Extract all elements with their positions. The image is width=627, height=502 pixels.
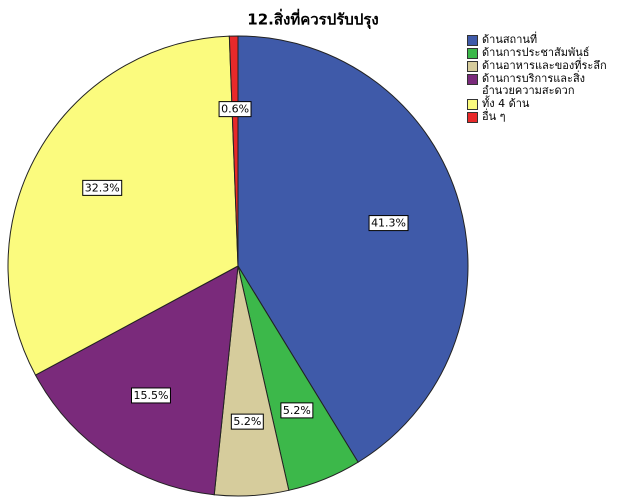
data-label: 32.3% [85,181,120,194]
legend-label: ด้านการประชาสัมพันธ์ [482,46,590,59]
legend-label: อื่น ๆ [482,110,506,123]
data-label-box [280,402,314,419]
pie-slice [237,35,469,463]
legend-item: ด้านการประชาสัมพันธ์ [467,47,617,59]
legend-label: ด้านอาหารและของที่ระลึก [482,59,607,72]
legend-swatch [467,61,478,72]
legend-label: ด้านสถานที่ [482,33,538,46]
legend-item: ด้านอาหารและของที่ระลึก [467,60,617,72]
pie-slice [34,265,239,496]
data-label-box [368,215,409,232]
legend-label: ด้านการบริการและสิ่งอำนวยความสะดวก [482,72,586,97]
data-label-box [82,179,123,196]
data-label: 0.6% [221,103,249,116]
legend-label: ทั้ง 4 ด้าน [482,97,530,110]
legend-item: ด้านสถานที่ [467,34,617,46]
legend: ด้านสถานที่ ด้านการประชาสัมพันธ์ ด้านอาหาร… [467,34,617,124]
data-label-box [131,387,171,404]
legend-swatch [467,74,478,85]
legend-item: อื่น ๆ [467,111,617,123]
pie-slice [7,35,239,376]
legend-item: ทั้ง 4 ด้าน [467,98,617,110]
legend-item: ด้านการบริการและสิ่งอำนวยความสะดวก [467,73,617,97]
chart-title: 12.สิ่งที่ควรปรับปรุง [247,9,378,30]
legend-swatch [467,99,478,110]
data-label: 15.5% [134,389,169,402]
data-label: 5.2% [233,415,261,428]
data-label: 41.3% [371,217,406,230]
data-label: 5.2% [283,404,311,417]
legend-swatch [467,48,478,59]
data-label-box [218,101,252,118]
legend-swatch [467,112,478,123]
pie-slice [228,35,239,267]
legend-swatch [467,35,478,46]
data-label-box [230,413,264,430]
